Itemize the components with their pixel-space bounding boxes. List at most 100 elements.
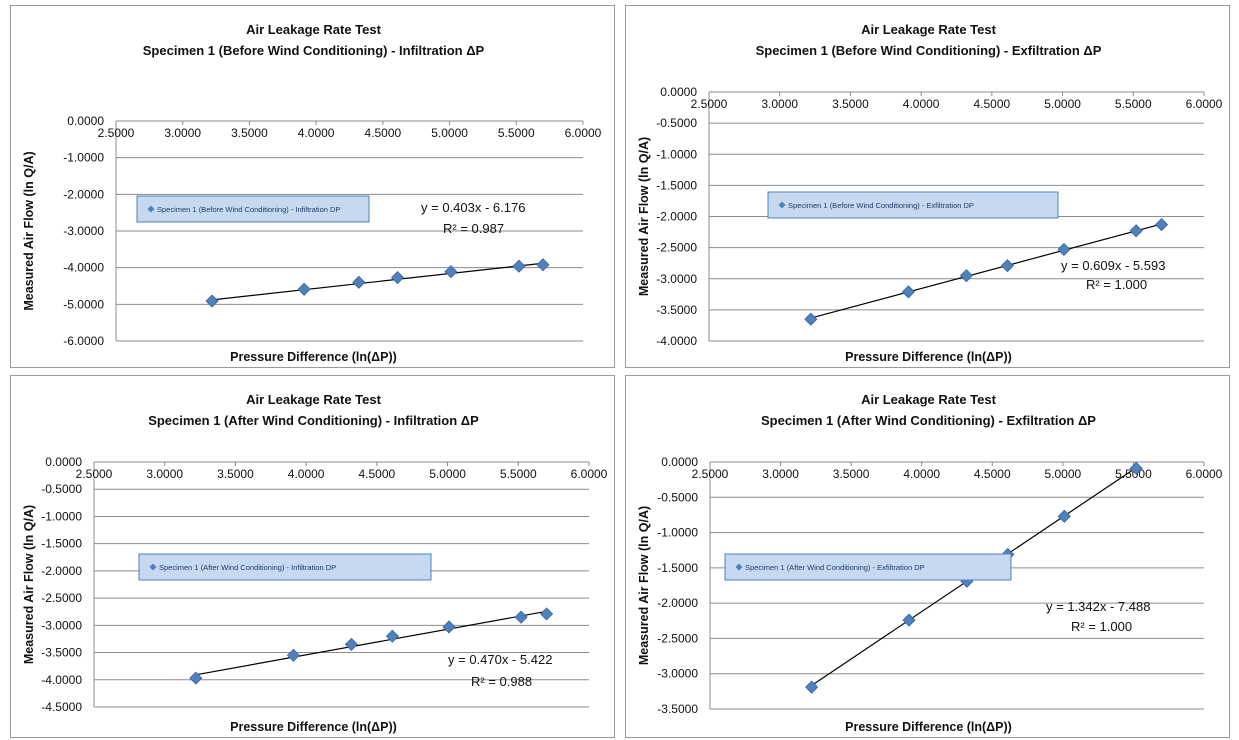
y-tick-label: -4.5000 (41, 700, 82, 714)
x-tick-label: 6.0000 (571, 467, 608, 481)
y-tick-label: -2.5000 (41, 591, 82, 605)
x-tick-label: 4.0000 (903, 97, 940, 111)
y-tick-label: -2.5000 (657, 631, 698, 645)
chart-panel-after-exfiltration: Air Leakage Rate Test Specimen 1 (After W… (625, 375, 1230, 738)
x-tick-label: 6.0000 (1186, 467, 1223, 481)
chart-panel-before-infiltration: Air Leakage Rate Test Specimen 1 (Before … (10, 5, 615, 368)
x-tick-label: 3.0000 (762, 467, 799, 481)
y-axis-label: Measured Air Flow (ln Q/A) (637, 506, 651, 665)
y-tick-label: -5.0000 (63, 297, 104, 311)
y-tick-label: -1.0000 (656, 147, 697, 161)
chart-subtitle: Specimen 1 (Before Wind Conditioning) - … (756, 43, 1102, 58)
y-tick-label: -3.0000 (657, 667, 698, 681)
y-tick-label: -3.5000 (657, 702, 698, 716)
x-tick-label: 4.5000 (365, 126, 402, 140)
r-squared-label: R² = 0.988 (471, 674, 532, 689)
x-tick-label: 4.0000 (903, 467, 940, 481)
data-point (206, 295, 218, 307)
trendline-equation: y = 0.403x - 6.176 (421, 200, 525, 215)
x-tick-label: 3.5000 (833, 467, 870, 481)
trendline-equation: y = 0.609x - 5.593 (1061, 258, 1165, 273)
y-tick-label: -2.0000 (657, 596, 698, 610)
x-axis-label: Pressure Difference (ln(ΔP)) (845, 350, 1012, 364)
y-tick-label: -3.5000 (656, 303, 697, 317)
trendline (212, 263, 543, 300)
data-point (392, 272, 404, 284)
chart-subtitle: Specimen 1 (After Wind Conditioning) - I… (148, 413, 479, 428)
y-tick-label: -1.0000 (41, 509, 82, 523)
data-point (805, 313, 817, 325)
y-tick-label: -2.5000 (656, 241, 697, 255)
y-tick-label: -4.0000 (41, 673, 82, 687)
y-tick-label: -0.5000 (41, 482, 82, 496)
chart-title: Air Leakage Rate Test (861, 392, 997, 407)
x-tick-label: 5.0000 (1045, 467, 1082, 481)
y-axis-label: Measured Air Flow (ln Q/A) (22, 151, 36, 310)
data-point (902, 286, 914, 298)
legend-label: Specimen 1 (After Wind Conditioning) - I… (159, 563, 336, 572)
x-tick-label: 3.5000 (832, 97, 869, 111)
chart-title: Air Leakage Rate Test (246, 392, 382, 407)
x-tick-label: 2.5000 (692, 467, 729, 481)
y-tick-label: -3.0000 (656, 272, 697, 286)
y-tick-label: -2.0000 (41, 564, 82, 578)
x-tick-label: 3.0000 (761, 97, 798, 111)
r-squared-label: R² = 1.000 (1071, 619, 1132, 634)
x-tick-label: 4.5000 (359, 467, 396, 481)
x-tick-label: 5.0000 (1044, 97, 1081, 111)
x-tick-label: 4.0000 (298, 126, 335, 140)
chart-subtitle: Specimen 1 (Before Wind Conditioning) - … (143, 43, 485, 58)
x-tick-label: 4.5000 (974, 97, 1011, 111)
chart-title: Air Leakage Rate Test (861, 22, 997, 37)
legend-label: Specimen 1 (Before Wind Conditioning) - … (788, 201, 974, 210)
chart-subtitle: Specimen 1 (After Wind Conditioning) - E… (761, 413, 1096, 428)
data-point (960, 270, 972, 282)
chart-panel-after-infiltration: Air Leakage Rate Test Specimen 1 (After W… (10, 375, 615, 738)
data-point (515, 611, 527, 623)
r-squared-label: R² = 1.000 (1086, 277, 1147, 292)
x-tick-label: 3.0000 (164, 126, 201, 140)
data-point (541, 608, 553, 620)
y-tick-label: -2.0000 (656, 210, 697, 224)
x-axis-label: Pressure Difference (ln(ΔP)) (230, 350, 397, 364)
data-point (513, 260, 525, 272)
trendline-equation: y = 0.470x - 5.422 (448, 652, 552, 667)
data-point (443, 621, 455, 633)
x-tick-label: 4.0000 (288, 467, 325, 481)
chart-panel-before-exfiltration: Air Leakage Rate Test Specimen 1 (Before … (625, 5, 1230, 368)
data-point (287, 649, 299, 661)
y-tick-label: -3.0000 (41, 618, 82, 632)
x-tick-label: 5.5000 (1115, 97, 1152, 111)
y-tick-label: -4.0000 (63, 261, 104, 275)
x-tick-label: 5.0000 (429, 467, 466, 481)
data-point (353, 276, 365, 288)
y-tick-label: -2.0000 (63, 187, 104, 201)
data-point (1130, 225, 1142, 237)
y-tick-label: -1.5000 (41, 537, 82, 551)
y-axis-label: Measured Air Flow (ln Q/A) (22, 505, 36, 664)
x-tick-label: 2.5000 (98, 126, 135, 140)
data-point (1058, 510, 1070, 522)
chart-svg: Air Leakage Rate Test Specimen 1 (Before … (11, 6, 616, 369)
data-point (903, 614, 915, 626)
y-tick-label: -1.0000 (63, 151, 104, 165)
y-tick-label: -4.0000 (656, 334, 697, 348)
x-tick-label: 2.5000 (691, 97, 728, 111)
y-tick-label: -6.0000 (63, 334, 104, 348)
x-axis-label: Pressure Difference (ln(ΔP)) (230, 720, 397, 734)
y-tick-label: -1.5000 (657, 561, 698, 575)
y-tick-label: -3.5000 (41, 646, 82, 660)
legend-label: Specimen 1 (After Wind Conditioning) - E… (745, 563, 925, 572)
x-tick-label: 6.0000 (565, 126, 602, 140)
y-tick-label: -0.5000 (656, 116, 697, 130)
trendline-equation: y = 1.342x - 7.488 (1046, 599, 1150, 614)
data-point (1156, 219, 1168, 231)
x-tick-label: 6.0000 (1186, 97, 1223, 111)
chart-svg: Air Leakage Rate Test Specimen 1 (After W… (11, 376, 616, 739)
data-point (298, 283, 310, 295)
x-tick-label: 5.5000 (500, 467, 537, 481)
x-tick-label: 3.5000 (217, 467, 254, 481)
chart-svg: Air Leakage Rate Test Specimen 1 (After W… (626, 376, 1231, 739)
x-tick-label: 5.0000 (431, 126, 468, 140)
data-point (345, 638, 357, 650)
